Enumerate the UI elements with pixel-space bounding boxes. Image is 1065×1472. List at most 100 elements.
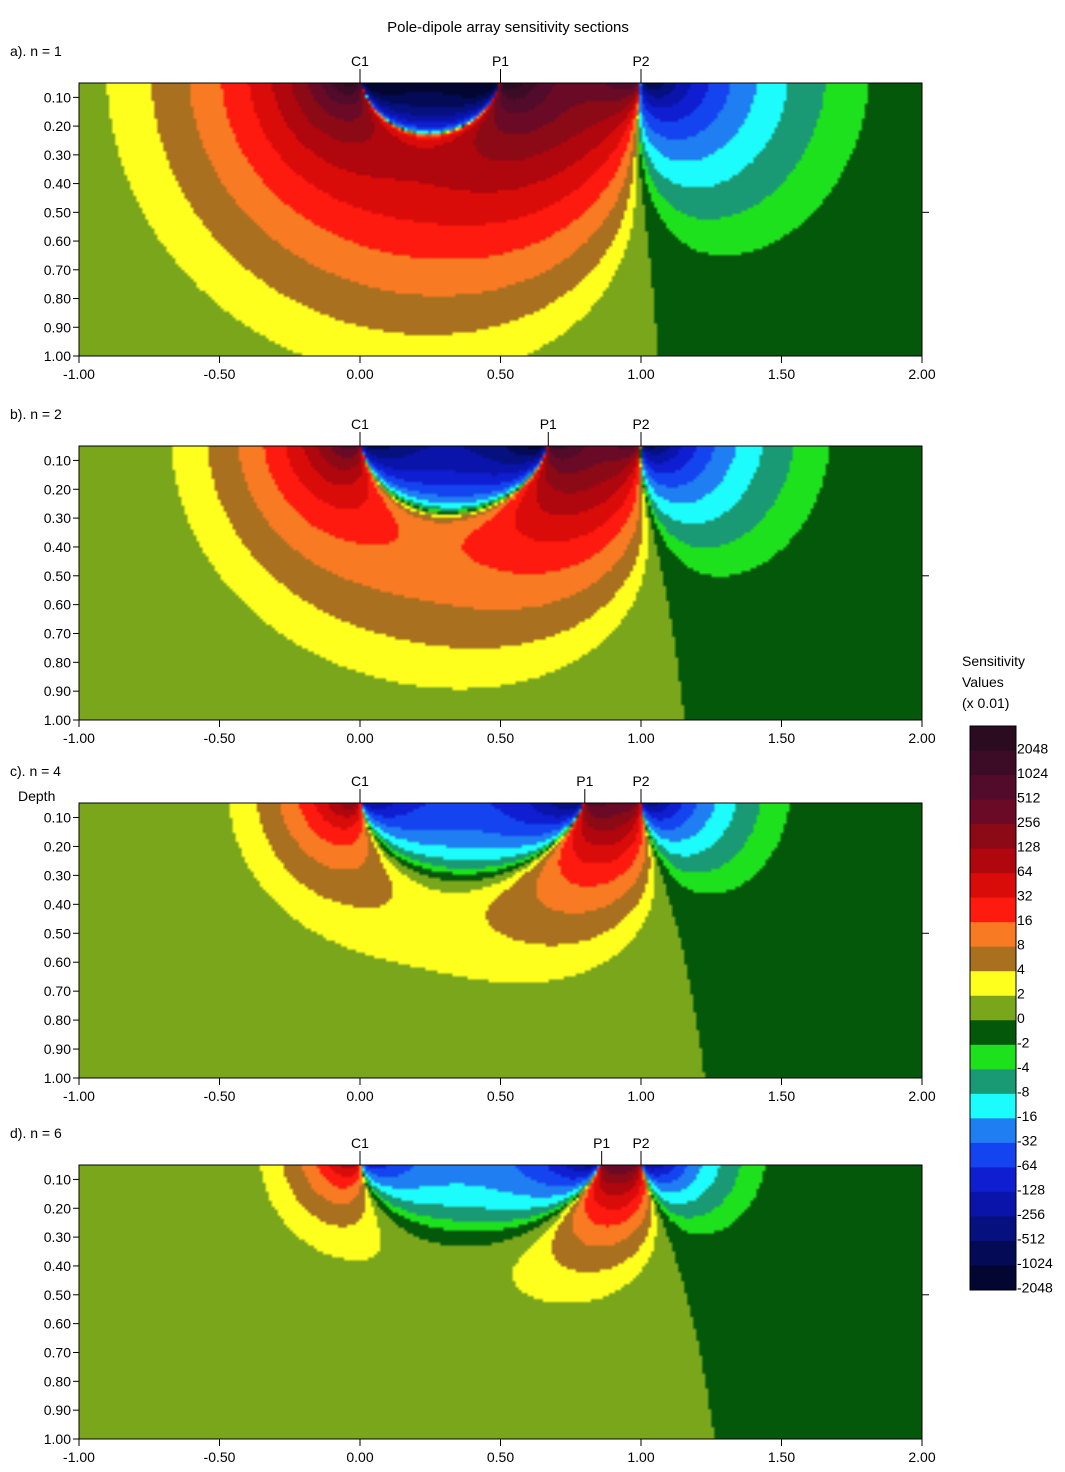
colorbar-tick-label: 512 [1017,789,1041,805]
panel-label: b). n = 2 [10,406,62,422]
x-tick-label: 1.50 [768,1088,795,1104]
colorbar-band [970,799,1016,825]
y-tick-label: 0.50 [44,925,71,941]
y-tick-label: 0.40 [44,1258,71,1274]
colorbar-tick-label: 32 [1017,887,1033,903]
y-tick-label: 0.10 [44,452,71,468]
x-tick-label: 0.00 [346,1449,373,1465]
colorbar-band [970,1191,1016,1217]
electrode-label-c1: C1 [351,53,369,69]
y-tick-label: 0.70 [44,983,71,999]
x-tick-label: 2.00 [908,1088,935,1104]
colorbar-band [970,1216,1016,1242]
y-tick-label: 0.80 [44,291,71,307]
y-tick-label: 0.70 [44,625,71,641]
colorbar-band [970,1167,1016,1193]
electrode-label-p2: P2 [632,416,649,432]
x-tick-label: 0.50 [487,730,514,746]
colorbar-tick-label: -512 [1017,1231,1045,1247]
y-tick-label: 0.60 [44,954,71,970]
colorbar-band [970,995,1016,1021]
depth-axis-label: Depth [18,788,55,804]
colorbar-tick-label: 64 [1017,863,1033,879]
y-tick-label: 0.70 [44,262,71,278]
colorbar-tick-label: 4 [1017,961,1025,977]
colorbar-band [970,897,1016,923]
y-tick-label: 0.90 [44,683,71,699]
panel-label: c). n = 4 [10,763,61,779]
colorbar-tick-label: 0 [1017,1010,1025,1026]
colorbar-tick-label: -4 [1017,1059,1030,1075]
colorbar-tick-label: -256 [1017,1206,1045,1222]
y-tick-label: 0.60 [44,597,71,613]
figure-title: Pole-dipole array sensitivity sections [387,19,629,36]
x-tick-label: -0.50 [204,366,236,382]
y-tick-label: 0.40 [44,176,71,192]
y-tick-label: 0.60 [44,233,71,249]
y-tick-label: 0.80 [44,1373,71,1389]
panel-label: d). n = 6 [10,1125,62,1141]
colorbar-band [970,873,1016,899]
y-tick-label: 0.50 [44,204,71,220]
colorbar-band [970,1142,1016,1168]
y-tick-label: 1.00 [44,1431,71,1447]
colorbar-band [970,1044,1016,1070]
y-tick-label: 0.10 [44,1171,71,1187]
x-tick-label: -1.00 [63,1088,95,1104]
x-tick-label: 0.00 [346,366,373,382]
electrode-label-p2: P2 [632,1135,649,1151]
colorbar-band [970,1240,1016,1266]
colorbar-tick-label: -8 [1017,1084,1030,1100]
colorbar-frame [969,725,1017,1291]
x-tick-label: 1.00 [627,1449,654,1465]
y-tick-label: 1.00 [44,712,71,728]
colorbar-title-line: Sensitivity [962,653,1025,669]
y-tick-label: 0.20 [44,481,71,497]
electrode-label-p2: P2 [632,53,649,69]
colorbar-band [970,946,1016,972]
colorbar-band [970,1069,1016,1095]
x-tick-label: 0.00 [346,730,373,746]
colorbar-band [970,824,1016,850]
x-tick-label: 0.50 [487,1449,514,1465]
x-tick-label: -0.50 [204,1088,236,1104]
x-tick-label: 2.00 [908,366,935,382]
colorbar-band [970,775,1016,801]
y-tick-label: 0.30 [44,510,71,526]
colorbar-tick-label: 2048 [1017,740,1048,756]
electrode-label-p2: P2 [632,773,649,789]
x-tick-label: 1.00 [627,366,654,382]
x-tick-label: -0.50 [204,730,236,746]
x-tick-label: 1.00 [627,730,654,746]
x-tick-label: -0.50 [204,1449,236,1465]
y-tick-label: 0.40 [44,539,71,555]
y-tick-label: 0.10 [44,89,71,105]
colorbar-band [970,750,1016,776]
x-tick-label: 0.50 [487,1088,514,1104]
colorbar-tick-label: 128 [1017,838,1041,854]
colorbar-tick-label: -1024 [1017,1255,1053,1271]
y-tick-label: 0.30 [44,1229,71,1245]
x-tick-label: 2.00 [908,1449,935,1465]
colorbar-tick-label: 1024 [1017,765,1048,781]
y-tick-label: 0.40 [44,896,71,912]
y-tick-label: 0.10 [44,809,71,825]
y-tick-label: 0.20 [44,838,71,854]
x-tick-label: 1.00 [627,1088,654,1104]
x-tick-label: -1.00 [63,366,95,382]
electrode-label-p1: P1 [492,53,509,69]
colorbar-title-line: Values [962,674,1004,690]
y-tick-label: 0.70 [44,1344,71,1360]
colorbar-tick-label: -2048 [1017,1280,1053,1296]
electrode-label-p1: P1 [576,773,593,789]
y-tick-label: 1.00 [44,1070,71,1086]
y-tick-label: 0.90 [44,1041,71,1057]
x-tick-label: 1.50 [768,366,795,382]
colorbar-band [970,922,1016,948]
y-tick-label: 0.80 [44,654,71,670]
colorbar-tick-label: -32 [1017,1133,1037,1149]
panel-2: b). n = 2 C1 P1 P2 0.10 0.20 0.30 0.40 0.50 0.60 0… [10,406,936,746]
x-tick-label: 1.50 [768,1449,795,1465]
